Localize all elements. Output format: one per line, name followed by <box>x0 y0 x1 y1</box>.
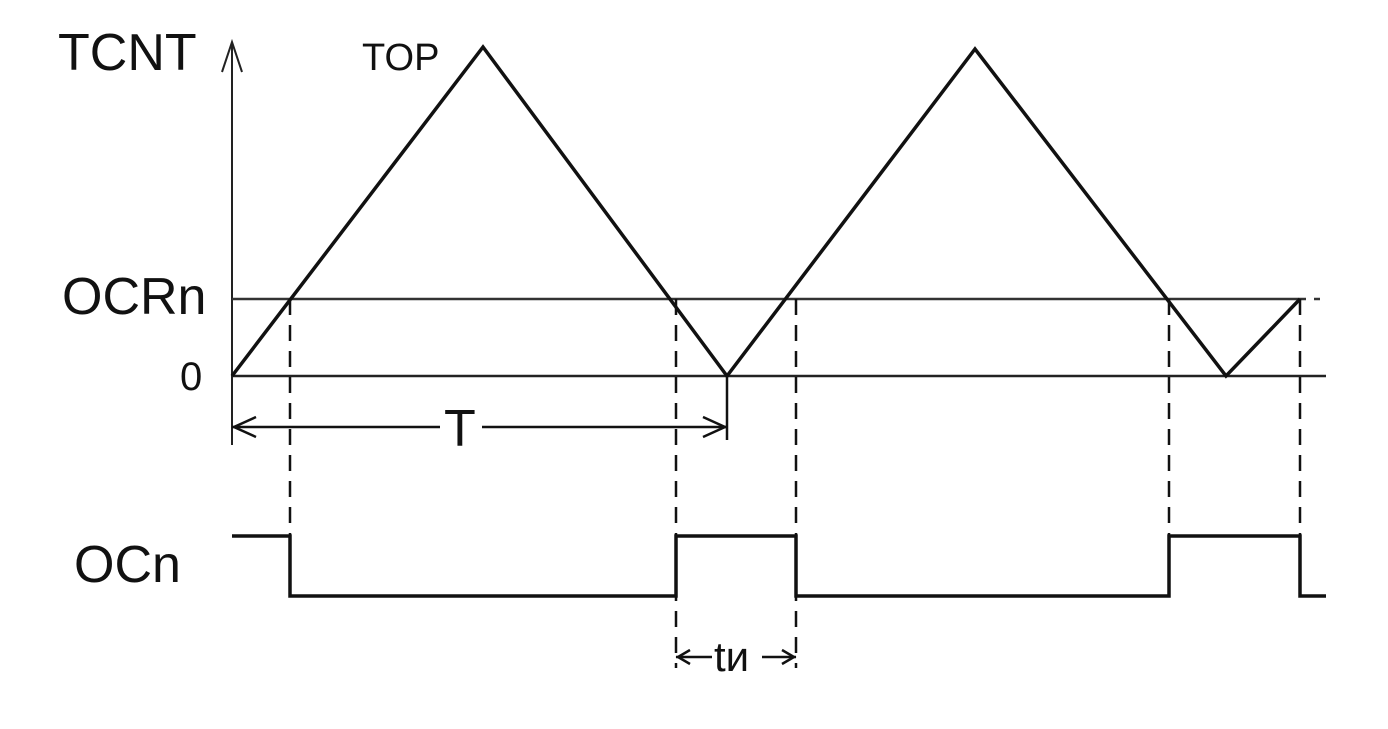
zero-label: 0 <box>180 355 202 399</box>
ocrn-label: OCRn <box>62 268 206 326</box>
pulse-width-arrowhead-right <box>781 648 797 666</box>
pulse-width-label: tи <box>714 633 749 680</box>
ocn-output-wave <box>232 534 1326 598</box>
pulse-width-arrowhead-left <box>675 648 691 666</box>
tcnt-axis-arrowhead <box>221 38 243 73</box>
tcnt-label: TCNT <box>58 24 197 82</box>
period-arrowhead-left <box>230 415 257 439</box>
top-label: TOP <box>362 37 439 79</box>
period-arrowhead-right <box>702 415 729 439</box>
ocn-label: OCn <box>74 536 181 594</box>
tcnt-triangle-wave <box>230 44 1302 379</box>
period-label: T <box>444 400 476 458</box>
